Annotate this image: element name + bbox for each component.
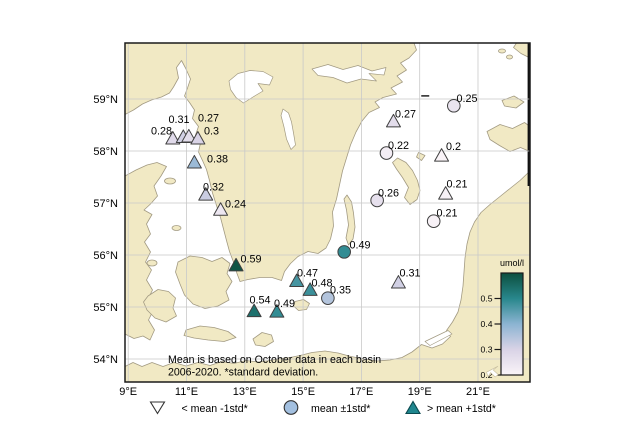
station-marker-triangle[interactable] xyxy=(246,303,262,318)
colorbar-tick-label-0.4: 0.4 xyxy=(481,319,493,329)
grid-lines xyxy=(125,43,530,382)
x-axis-label-21°E: 21°E xyxy=(466,386,490,398)
x-axis-label-15°E: 15°E xyxy=(291,386,315,398)
station-marker-circle[interactable] xyxy=(426,214,441,228)
island-gotland xyxy=(392,157,421,205)
station-value-label: 0.47 xyxy=(297,267,318,279)
station-marker-triangle[interactable] xyxy=(385,113,401,128)
colorbar: umol/l 0.5 0.4 0.3 0.2 xyxy=(481,258,524,380)
x-axis-label-19°E: 19°E xyxy=(408,386,432,398)
station-marker-circle[interactable] xyxy=(370,193,384,208)
island-laeso xyxy=(164,177,176,185)
land-south-east-coast xyxy=(125,170,530,382)
legend: < mean -1std* mean ±1std* > mean +1std* xyxy=(149,400,496,415)
x-axis-label-9°E: 9°E xyxy=(119,386,137,398)
y-axis-label-58°N: 58°N xyxy=(93,146,118,158)
station-marker-triangle[interactable] xyxy=(434,148,450,162)
map-frame xyxy=(124,42,531,383)
station-marker-triangle[interactable] xyxy=(165,131,181,145)
stations-group: 0.280.31 0.270.30.380.320.240.590.470.480… xyxy=(151,93,478,318)
station-marker-triangle[interactable] xyxy=(190,131,206,145)
colorbar-tick-label-0.5: 0.5 xyxy=(481,294,493,304)
station-value-label: 0.31 xyxy=(169,114,190,126)
station-marker-triangle[interactable] xyxy=(213,202,229,216)
islet-1 xyxy=(498,48,506,54)
axis-labels: 9°E 11°E 13°E 15°E 17°E 19°E 21°E 59°N 58°N 57°N 5… xyxy=(93,94,490,398)
station-value-label: 0.38 xyxy=(207,153,228,165)
station-value-label: 0.21 xyxy=(437,207,458,219)
x-axis-label-13°E: 13°E xyxy=(233,386,257,398)
station-value-label: 0.32 xyxy=(203,181,224,193)
station-marker-triangle[interactable] xyxy=(228,257,244,272)
lake-vattern xyxy=(280,108,296,150)
y-axis-label-56°N: 56°N xyxy=(93,250,118,262)
station-value-label: 0.24 xyxy=(225,198,246,210)
island-samso xyxy=(146,259,158,267)
station-marker-triangle[interactable] xyxy=(289,273,305,287)
land-group xyxy=(125,43,530,382)
station-marker-triangle[interactable] xyxy=(438,186,454,200)
legend-label-below: < mean -1std* xyxy=(182,403,248,415)
land-finland-corner xyxy=(513,43,530,59)
station-value-label: 0.27 xyxy=(198,112,219,124)
station-value-label: 0.26 xyxy=(378,187,399,199)
station-value-label: 0.48 xyxy=(312,277,333,289)
station-value-label: 0.25 xyxy=(457,93,478,105)
station-value-label: 0.54 xyxy=(250,294,271,306)
station-marker-triangle[interactable] xyxy=(181,128,197,143)
station-marker-triangle[interactable] xyxy=(269,304,285,318)
map-note-line1: Mean is based on October data in each ba… xyxy=(168,354,381,366)
map-note-line2: 2006-2020. *standard deviation. xyxy=(168,367,318,379)
station-marker-circle[interactable] xyxy=(337,245,352,259)
station-value-label: 0.2 xyxy=(446,141,461,153)
legend-triangle-down-icon[interactable] xyxy=(149,401,166,415)
station-value-label: 0.28 xyxy=(151,125,172,137)
station-marker-triangle[interactable] xyxy=(302,282,318,296)
curonian-lagoon xyxy=(424,330,453,346)
station-value-label: 0.49 xyxy=(274,298,295,310)
legend-triangle-up-icon[interactable] xyxy=(405,400,421,415)
legend-label-above: > mean +1std* xyxy=(427,403,496,415)
island-faro xyxy=(416,152,426,161)
island-anholt xyxy=(171,225,182,231)
y-axis-label-59°N: 59°N xyxy=(93,94,118,106)
station-value-label: 0.59 xyxy=(241,253,262,265)
station-value-label: 0.22 xyxy=(388,140,409,152)
station-value-label: 0.31 xyxy=(400,267,421,279)
station-marker-circle[interactable] xyxy=(447,98,461,113)
legend-circle-icon[interactable] xyxy=(283,400,299,415)
station-value-label: 0.27 xyxy=(395,108,416,120)
y-axis-label-54°N: 54°N xyxy=(93,354,118,366)
x-axis-label-17°E: 17°E xyxy=(349,386,373,398)
station-value-label: 0.21 xyxy=(447,178,468,190)
y-axis-label-57°N: 57°N xyxy=(93,198,118,210)
lake-malaren xyxy=(311,64,387,84)
colorbar-title: umol/l xyxy=(500,258,524,268)
station-value-label: 0.3 xyxy=(204,125,219,137)
islet-2 xyxy=(506,54,513,60)
x-axis-label-11°E: 11°E xyxy=(175,386,198,398)
island-zealand xyxy=(175,255,233,309)
station-marker-triangle[interactable] xyxy=(198,187,214,201)
station-value-label: 0.49 xyxy=(350,239,371,251)
station-marker-triangle[interactable] xyxy=(186,154,202,169)
mouse-cursor xyxy=(486,365,499,378)
station-value-label: 0.35 xyxy=(330,284,351,296)
station-marker-circle[interactable] xyxy=(379,146,394,160)
island-oland xyxy=(343,194,356,246)
island-lolland-falster xyxy=(183,325,237,342)
land-jutland xyxy=(125,162,167,341)
station-marker-circle[interactable] xyxy=(321,291,335,305)
island-rugen xyxy=(252,332,274,347)
colorbar-tick-label-0.2: 0.2 xyxy=(481,370,493,380)
y-axis-label-55°N: 55°N xyxy=(93,302,118,314)
lake-vanern xyxy=(228,70,274,104)
colorbar-gradient[interactable] xyxy=(500,272,524,376)
colorbar-tick-label-0.3: 0.3 xyxy=(481,345,493,355)
station-marker-triangle[interactable] xyxy=(390,275,406,289)
island-saaremaa xyxy=(486,122,530,152)
legend-label-within: mean ±1std* xyxy=(311,403,370,415)
